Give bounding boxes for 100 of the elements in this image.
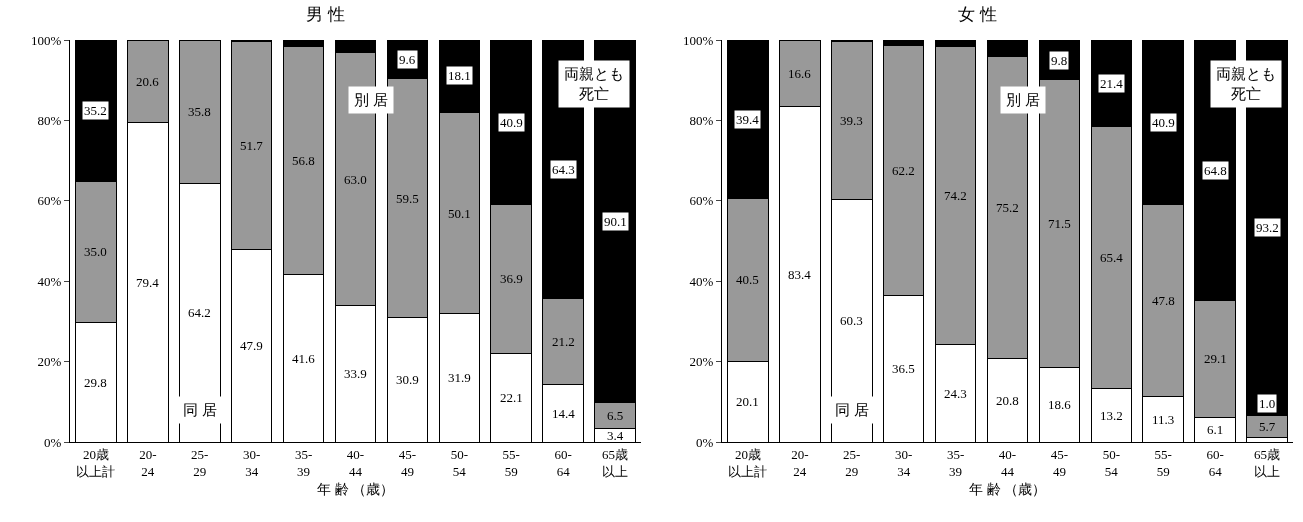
x-tick-label: 50-54 bbox=[1102, 446, 1120, 479]
data-label: 51.7 bbox=[240, 138, 264, 153]
data-label: 21.4 bbox=[1100, 76, 1124, 91]
x-tick-label: 20-24 bbox=[791, 446, 809, 479]
data-label: 33.9 bbox=[344, 366, 367, 381]
x-tick-label: 35-39 bbox=[946, 446, 965, 479]
data-label: 20.6 bbox=[136, 74, 160, 89]
data-label: 18.6 bbox=[1048, 397, 1072, 412]
data-label: 16.6 bbox=[788, 66, 812, 81]
data-label: 35.0 bbox=[84, 244, 107, 259]
y-tick-label: 100% bbox=[31, 32, 62, 48]
data-label: 3.4 bbox=[607, 428, 624, 443]
x-tick-label: 20歳以上計 bbox=[728, 446, 768, 479]
chart-title: 女 性 bbox=[958, 4, 997, 24]
data-label: 56.8 bbox=[292, 153, 315, 168]
data-label: 11.3 bbox=[1152, 412, 1175, 427]
data-label: 40.9 bbox=[1152, 115, 1175, 130]
y-tick-label: 20% bbox=[37, 354, 62, 370]
data-label: 41.6 bbox=[292, 351, 316, 366]
y-tick-label: 0% bbox=[44, 434, 62, 450]
x-tick-label: 35-39 bbox=[294, 446, 313, 479]
series-label: 同 居 bbox=[183, 402, 217, 418]
y-tick-label: 100% bbox=[683, 32, 714, 48]
y-tick-label: 20% bbox=[689, 354, 714, 370]
x-tick-label: 40-44 bbox=[346, 446, 365, 479]
x-tick-label: 20-24 bbox=[139, 446, 157, 479]
data-label: 31.9 bbox=[448, 370, 471, 385]
y-tick-label: 40% bbox=[37, 273, 62, 289]
data-label: 24.3 bbox=[944, 386, 967, 401]
y-tick-label: 60% bbox=[37, 193, 62, 209]
data-label: 6.1 bbox=[1207, 422, 1224, 437]
data-label: 39.4 bbox=[736, 112, 760, 127]
data-label: 47.8 bbox=[1152, 293, 1175, 308]
data-label: 13.2 bbox=[1100, 408, 1123, 423]
x-tick-label: 30-34 bbox=[243, 446, 261, 479]
series-label: 両親とも死亡 bbox=[1216, 66, 1276, 102]
data-label: 64.2 bbox=[188, 305, 211, 320]
data-label: 20.8 bbox=[996, 393, 1019, 408]
data-label: 40.5 bbox=[736, 272, 759, 287]
data-label: 40.9 bbox=[500, 115, 523, 130]
x-tick-label: 55-59 bbox=[1154, 446, 1172, 479]
data-label: 50.1 bbox=[448, 206, 471, 221]
data-label: 62.2 bbox=[892, 163, 915, 178]
data-label: 39.3 bbox=[840, 113, 863, 128]
data-label: 75.2 bbox=[996, 200, 1019, 215]
series-label: 別 居 bbox=[1006, 92, 1040, 108]
data-label: 21.2 bbox=[552, 334, 575, 349]
x-tick-label: 60-64 bbox=[554, 446, 572, 479]
data-label: 74.2 bbox=[944, 188, 967, 203]
data-label: 90.1 bbox=[604, 214, 627, 229]
data-label: 5.7 bbox=[1259, 419, 1276, 434]
data-label: 18.1 bbox=[448, 68, 471, 83]
x-tick-label: 25-29 bbox=[191, 446, 209, 479]
data-label: 93.2 bbox=[1256, 220, 1279, 235]
data-label: 22.1 bbox=[500, 390, 523, 405]
data-label: 20.1 bbox=[736, 394, 759, 409]
series-label: 両親とも死亡 bbox=[564, 66, 624, 102]
data-label: 29.1 bbox=[1204, 351, 1227, 366]
x-tick-label: 60-64 bbox=[1206, 446, 1224, 479]
data-label: 9.8 bbox=[1051, 53, 1068, 68]
data-label: 14.4 bbox=[552, 406, 576, 421]
x-tick-label: 50-54 bbox=[450, 446, 468, 479]
data-label: 64.3 bbox=[552, 162, 575, 177]
data-label: 1.0 bbox=[1259, 396, 1276, 411]
y-tick-label: 80% bbox=[37, 112, 62, 128]
x-tick-label: 55-59 bbox=[502, 446, 520, 479]
data-label: 9.6 bbox=[399, 52, 416, 67]
x-tick-label: 25-29 bbox=[843, 446, 861, 479]
x-axis-title: 年 齢 （歳） bbox=[317, 481, 394, 497]
x-tick-label: 20歳以上計 bbox=[76, 446, 116, 479]
data-label: 59.5 bbox=[396, 191, 419, 206]
x-axis-title: 年 齢 （歳） bbox=[969, 481, 1046, 497]
data-label: 6.5 bbox=[607, 408, 624, 423]
series-label: 同 居 bbox=[835, 402, 869, 418]
data-label: 36.5 bbox=[892, 361, 915, 376]
data-label: 63.0 bbox=[344, 172, 367, 187]
data-label: 36.9 bbox=[500, 271, 523, 286]
x-tick-label: 65歳以上 bbox=[1254, 446, 1281, 479]
x-tick-label: 30-34 bbox=[895, 446, 913, 479]
y-tick-label: 0% bbox=[696, 434, 714, 450]
data-label: 65.4 bbox=[1100, 250, 1124, 265]
data-label: 47.9 bbox=[240, 338, 263, 353]
x-tick-label: 45-49 bbox=[1050, 446, 1069, 479]
y-tick-label: 80% bbox=[689, 112, 714, 128]
data-label: 79.4 bbox=[136, 275, 160, 290]
data-label: 29.8 bbox=[84, 375, 107, 390]
chart-title: 男 性 bbox=[306, 4, 345, 24]
y-tick-label: 40% bbox=[689, 273, 714, 289]
data-label: 83.4 bbox=[788, 267, 812, 282]
x-tick-label: 40-44 bbox=[998, 446, 1017, 479]
y-tick-label: 60% bbox=[689, 193, 714, 209]
data-label: 30.9 bbox=[396, 372, 419, 387]
series-label: 別 居 bbox=[354, 92, 388, 108]
data-label: 60.3 bbox=[840, 313, 863, 328]
data-label: 64.8 bbox=[1204, 163, 1227, 178]
data-label: 35.8 bbox=[188, 104, 211, 119]
x-tick-label: 65歳以上 bbox=[602, 446, 629, 479]
data-label: 35.2 bbox=[84, 103, 107, 118]
data-label: 71.5 bbox=[1048, 216, 1071, 231]
x-tick-label: 45-49 bbox=[398, 446, 417, 479]
